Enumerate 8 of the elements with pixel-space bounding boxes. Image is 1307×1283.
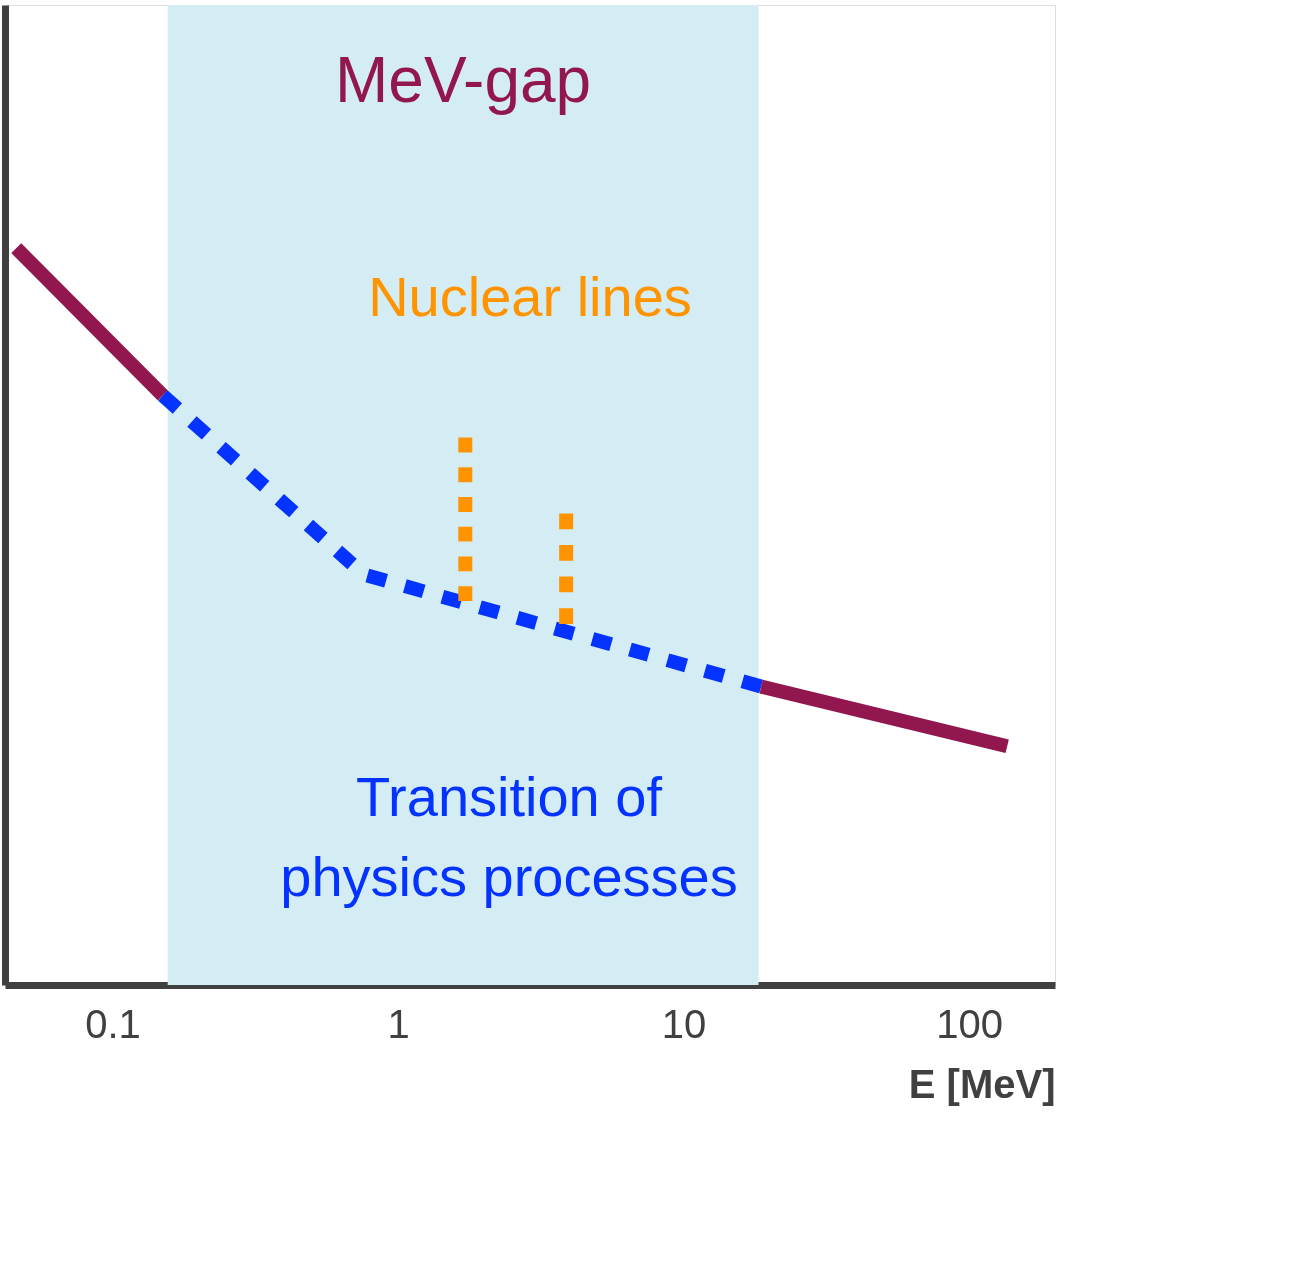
x-axis-title: E [MeV] — [908, 1061, 1056, 1106]
x-tick-label: 100 — [936, 1001, 1003, 1046]
annotation: Nuclear lines — [368, 265, 692, 328]
annotation: Transition of physics processes — [280, 764, 738, 908]
band-label: MeV-gap — [335, 44, 592, 117]
x-tick-label: 10 — [661, 1001, 707, 1046]
x-tick-label: 1 — [387, 1001, 410, 1046]
x-tick-label: 0.1 — [85, 1001, 141, 1046]
